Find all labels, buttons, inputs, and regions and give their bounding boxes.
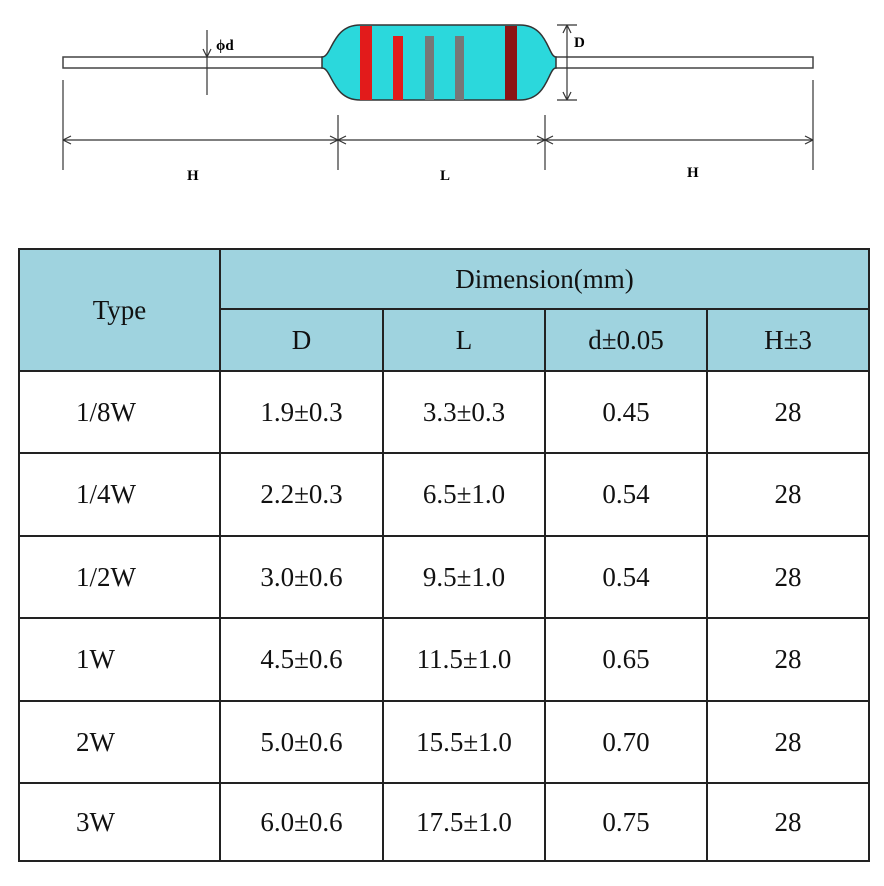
header-cell: H±3 [706,308,870,372]
band [393,36,403,100]
table-cell: 6.0±0.6 [219,782,384,862]
dimension-lines [62,24,814,170]
table-row: 1/4W 2.2±0.3 6.5±1.0 0.54 28 [18,452,870,537]
label: L [440,168,450,184]
table-cell: 3.0±0.6 [219,535,384,619]
band [360,26,372,100]
table-cell: 9.5±1.0 [382,535,546,619]
table-cell: 1.9±0.3 [219,370,384,454]
table-cell: 6.5±1.0 [382,452,546,537]
type-cell: 1W [18,617,221,702]
table-row: 1/8W 1.9±0.3 3.3±0.3 0.45 28 [18,370,870,454]
table-cell: 15.5±1.0 [382,700,546,784]
table-cell: 0.54 [544,452,708,537]
label: D [574,35,585,51]
table-row: 1/2W 3.0±0.6 9.5±1.0 0.54 28 [18,535,870,619]
table-cell: 4.5±0.6 [219,617,384,702]
table-cell: 5.0±0.6 [219,700,384,784]
table-cell: 0.65 [544,617,708,702]
band [455,36,464,100]
header-cell: L [382,308,546,372]
type-cell: 2W [18,700,221,784]
label: ϕd [216,38,234,54]
type-cell: 1/8W [18,370,221,454]
band [505,26,517,100]
table-cell: 28 [706,535,870,619]
table-cell: 17.5±1.0 [382,782,546,862]
table-cell: 0.54 [544,535,708,619]
table-row: 1W 4.5±0.6 11.5±1.0 0.65 28 [18,617,870,702]
table-row: 3W 6.0±0.6 17.5±1.0 0.75 28 [18,782,870,862]
header-cell: Dimension(mm) [219,248,870,310]
resistor-body [321,24,557,101]
table-cell: 2.2±0.3 [219,452,384,537]
table-cell: 28 [706,370,870,454]
type-cell: 3W [18,782,221,862]
resistor-diagram: ϕd D H L H [62,24,814,184]
table-row: 2W 5.0±0.6 15.5±1.0 0.70 28 [18,700,870,784]
table-cell: 0.75 [544,782,708,862]
table-cell: 28 [706,700,870,784]
table-cell: 3.3±0.3 [382,370,546,454]
type-cell: 1/2W [18,535,221,619]
lead-right [549,56,814,69]
header-cell: d±0.05 [544,308,708,372]
label: H [687,165,699,181]
table-cell: 0.70 [544,700,708,784]
table-cell: 28 [706,452,870,537]
table-cell: 28 [706,782,870,862]
label: H [187,168,199,184]
lead-left [62,56,326,69]
band [425,36,434,100]
type-cell: 1/4W [18,452,221,537]
header-row: Type Dimension(mm) [18,248,870,372]
table-cell: 11.5±1.0 [382,617,546,702]
table-cell: 28 [706,617,870,702]
table-cell: 0.45 [544,370,708,454]
header-cell: D [219,308,384,372]
header-cell: Type [18,248,221,372]
